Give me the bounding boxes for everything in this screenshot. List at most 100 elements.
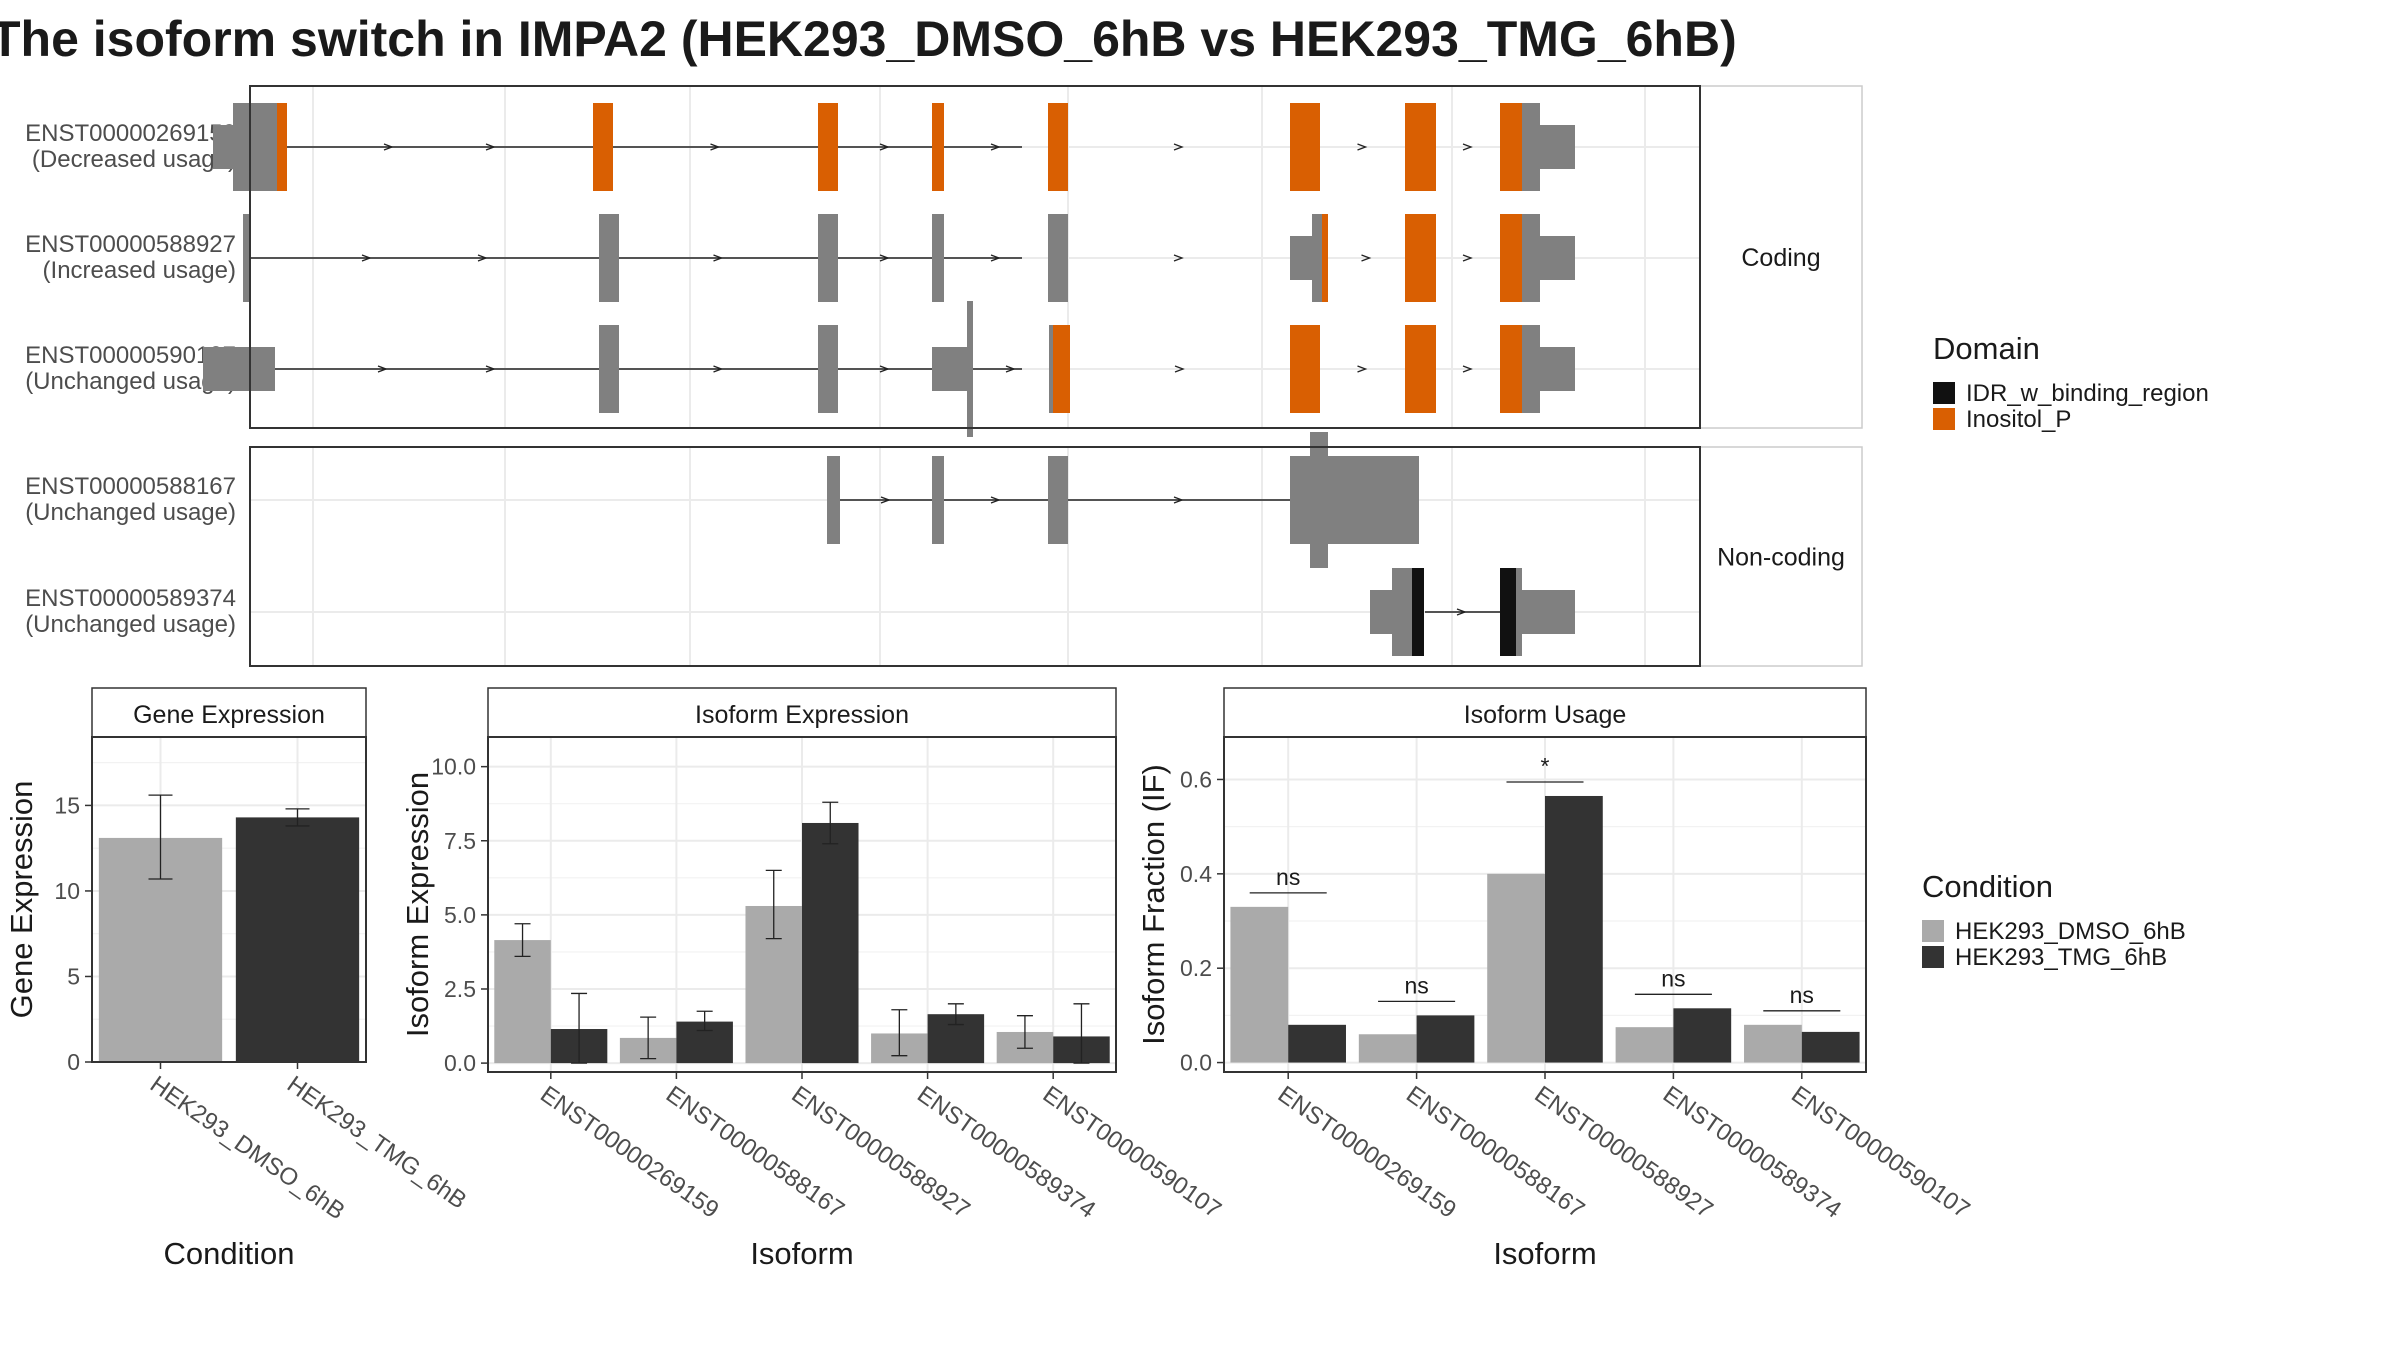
transcript-structure-panel: Coding Non-coding ENST00000269159(Decrease… [25, 85, 1863, 667]
inositol-domain-block [1290, 103, 1320, 191]
inositol-domain-block [1500, 103, 1522, 191]
panel-title: Isoform Expression [695, 701, 909, 729]
inositol-domain-block [818, 103, 838, 191]
panel-strip [487, 687, 1117, 738]
exon-block [1522, 103, 1540, 191]
condition-legend-label: HEK293_DMSO_6hB [1955, 918, 2186, 945]
strand-arrow [1357, 143, 1368, 151]
figure-title: The isoform switch in IMPA2 (HEK293_DMSO… [0, 11, 1737, 67]
strand-arrow [990, 143, 1001, 151]
bar-s0-4 [1744, 1024, 1802, 1063]
idr-domain-block [1412, 568, 1424, 656]
strand-arrow [1462, 143, 1473, 151]
strand-arrow [990, 254, 1001, 262]
inositol-domain-block [1322, 214, 1328, 302]
exon-block [1049, 325, 1053, 413]
strand-arrow [477, 254, 488, 262]
exon-block [1522, 214, 1540, 302]
panel-title: Isoform Usage [1464, 701, 1627, 729]
plot-border [91, 736, 367, 1063]
utr-block [1522, 590, 1575, 634]
exon-block [1048, 456, 1068, 544]
x-axis-title: Isoform [750, 1236, 853, 1271]
utr-block [213, 125, 233, 169]
utr-block [1290, 236, 1312, 280]
exon-block [1328, 456, 1419, 544]
exon-block [243, 214, 251, 302]
significance-label: ns [1276, 864, 1300, 890]
utr-block [203, 347, 275, 391]
domain-legend-title: Domain [1933, 331, 2040, 366]
bar-s1-3 [1673, 1008, 1732, 1063]
transcript-id-1: ENST00000588927 [25, 231, 236, 258]
bar-s0-3 [1615, 1027, 1674, 1063]
y-tick-label: 2.5 [444, 976, 476, 1002]
exon-block [1522, 325, 1540, 413]
strand-arrow [879, 254, 890, 262]
exon-block [932, 214, 944, 302]
utr-block [1540, 125, 1575, 169]
condition-legend-title: Condition [1922, 869, 2053, 904]
strand-arrow [879, 143, 890, 151]
strand-arrow [1462, 254, 1473, 262]
domain-legend-swatch [1933, 408, 1955, 430]
significance-label: ns [1790, 982, 1814, 1008]
significance-label: ns [1661, 965, 1685, 991]
exon-block [932, 456, 944, 544]
transcript-id-2: ENST00000590107 [25, 342, 236, 369]
inositol-domain-block [1405, 325, 1436, 413]
bar-s1-2 [802, 822, 859, 1064]
strand-arrow [1005, 365, 1016, 373]
bar-s1-1 [1416, 1015, 1475, 1063]
exon-block [1310, 432, 1328, 568]
strip-label-noncoding: Non-coding [1717, 544, 1845, 572]
structure-panel-noncoding [250, 447, 1700, 666]
exon-block [818, 325, 838, 413]
y-tick-label: 0.4 [1180, 861, 1212, 887]
structure-panel-border-noncoding [249, 446, 1701, 667]
utr-block [1540, 347, 1575, 391]
y-tick-label: 10.0 [431, 754, 476, 780]
inositol-domain-block [1405, 103, 1436, 191]
significance-label: ns [1404, 972, 1428, 998]
transcript-id-0: ENST00000269159 [25, 120, 236, 147]
domain-legend-label: IDR_w_binding_region [1966, 380, 2209, 407]
bar-s1-2 [1545, 795, 1603, 1063]
strand-arrow [1173, 254, 1184, 262]
y-tick-label: 0 [67, 1049, 80, 1075]
utr-block [932, 347, 967, 391]
condition-legend-swatch [1922, 920, 1944, 942]
y-tick-label: 5.0 [444, 902, 476, 928]
inositol-domain-block [1053, 325, 1070, 413]
significance-label: * [1541, 753, 1550, 779]
inositol-domain-block [593, 103, 613, 191]
bar-s1-4 [1801, 1031, 1860, 1063]
domain-legend-label: Inositol_P [1966, 406, 2071, 433]
inositol-domain-block [277, 103, 287, 191]
exon-block [1392, 568, 1412, 656]
exon-block [233, 103, 277, 191]
strand-arrow [710, 143, 721, 151]
strand-arrow [1173, 496, 1184, 504]
transcript-usage-4: (Unchanged usage) [25, 611, 236, 638]
exon-block [599, 214, 619, 302]
strand-arrow [1174, 365, 1185, 373]
bar-1 [235, 817, 360, 1062]
strand-arrow [990, 496, 1001, 504]
exon-block [1312, 214, 1322, 302]
y-tick-label: 15 [54, 792, 80, 818]
transcript-id-4: ENST00000589374 [25, 585, 236, 612]
bar-s0-0 [1230, 906, 1289, 1063]
y-tick-label: 7.5 [444, 828, 476, 854]
strand-arrow [1462, 365, 1473, 373]
utr-block [1370, 590, 1392, 634]
panel-strip [1223, 687, 1867, 738]
transcript-id-3: ENST00000588167 [25, 473, 236, 500]
strand-arrow [485, 143, 496, 151]
strand-arrow [713, 365, 724, 373]
y-axis-title: Gene Expression [4, 781, 39, 1019]
domain-legend-swatch [1933, 382, 1955, 404]
strand-arrow [1357, 365, 1368, 373]
